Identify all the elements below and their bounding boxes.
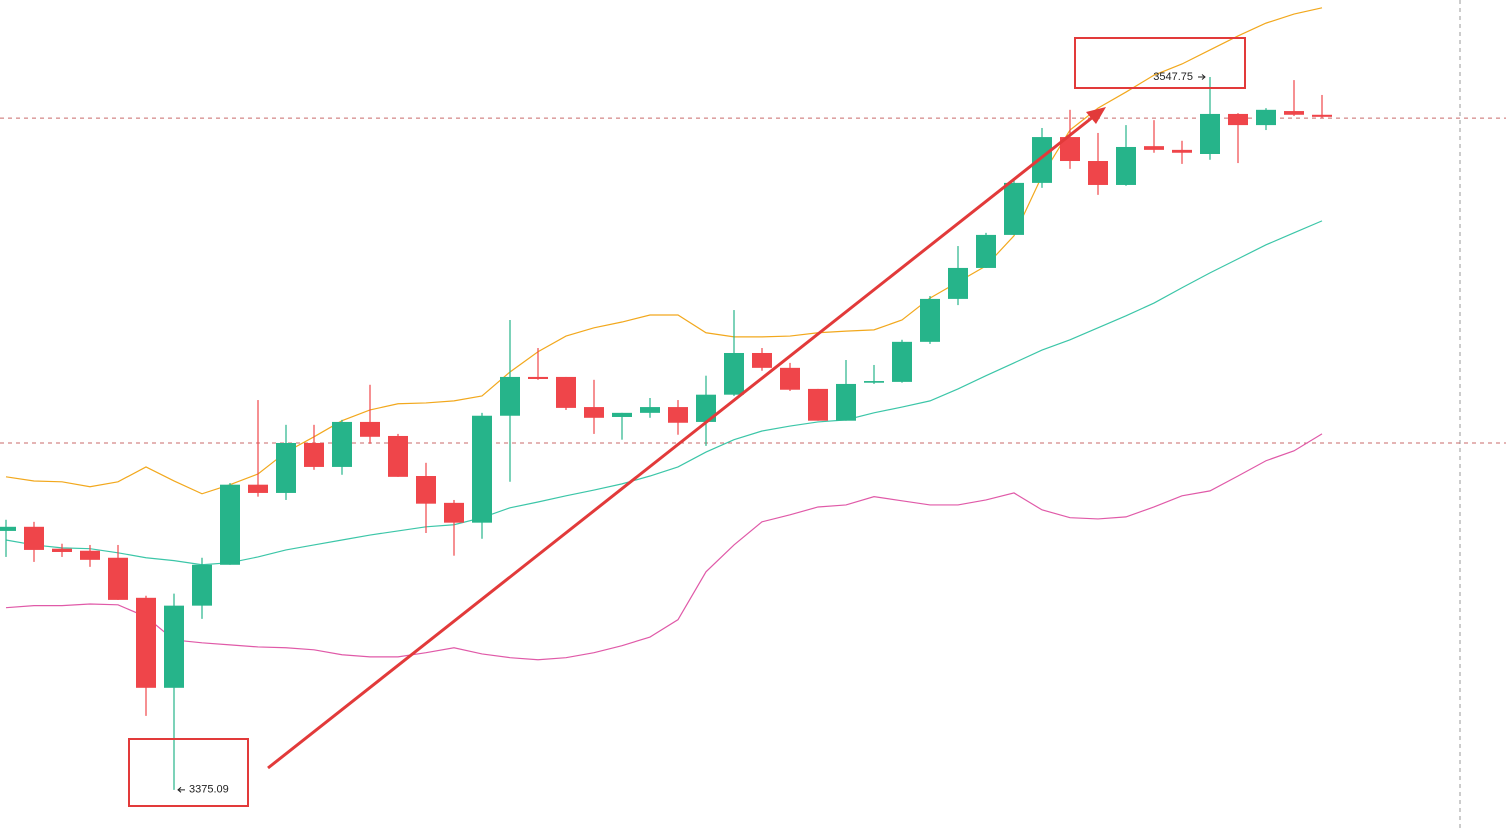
candle-body [556,376,576,408]
indicator-line [5,7,1323,495]
candle-body [920,298,940,342]
high-label: 3547.75 [1153,71,1193,83]
candle-body [528,376,548,379]
candle-body [360,421,380,437]
candle-body [108,557,128,600]
candle-body [836,383,856,421]
candle-body [668,407,688,423]
candle-body [52,548,72,552]
candle-body [976,234,996,268]
candle-body [640,407,660,413]
trend-arrowhead [1086,107,1106,124]
candle-body [500,376,520,416]
candle-body [1004,182,1024,235]
candle-body [472,415,492,523]
candle-body [1144,146,1164,150]
highlight-box [1074,37,1246,89]
candle-body [304,442,324,467]
low-pointer [177,786,185,793]
candle-body [332,421,352,467]
high-pointer [1198,74,1206,80]
candle-body [444,502,464,523]
candle-body [780,367,800,390]
candle-body [192,564,212,606]
candle-body [388,435,408,477]
candle-body [276,442,296,493]
candle-body [696,394,716,422]
candle-body [1256,109,1276,126]
candle-body [220,484,240,565]
candle-body [948,267,968,299]
candle-body [136,597,156,688]
candle-body [80,550,100,560]
candle-body [248,484,268,493]
highlight-box [128,738,249,807]
trend-line [267,111,1099,770]
candle-body [1116,146,1136,185]
candle-body [1172,149,1192,153]
candle-body [584,407,604,418]
candle-body [752,352,772,368]
candle-body [0,526,16,531]
candle-body [1200,113,1220,154]
candle-body [164,605,184,688]
candle-body [1228,113,1248,126]
candle-body [24,526,44,550]
indicator-line [5,220,1323,566]
candle-body [1088,161,1108,185]
indicator-line [5,433,1323,661]
candle-body [1032,137,1052,183]
candle-body [612,412,632,417]
candle-body [1060,137,1080,162]
candle-body [416,476,436,504]
candle-body [892,341,912,382]
candle-body [724,352,744,395]
candle-body [808,388,828,421]
candle-body [1284,111,1304,115]
candle-body [864,381,884,383]
candle-body [1312,114,1332,117]
low-label: 3375.09 [189,784,229,796]
